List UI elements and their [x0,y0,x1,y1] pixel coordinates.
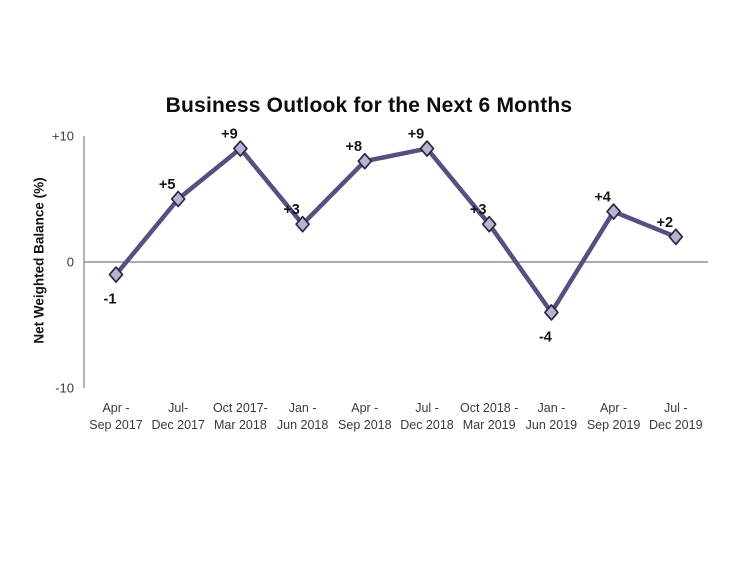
data-point-label: +2 [657,215,674,231]
data-point-label: +9 [221,127,238,143]
data-point-label: +3 [470,202,487,218]
y-tick-label: 0 [67,255,74,270]
y-tick-label: -10 [55,381,74,396]
x-category-label-line1: Apr - [600,401,627,415]
x-category-label-line2: Mar 2019 [463,418,516,432]
data-point-label: +4 [594,190,611,206]
x-category-label-line2: Jun 2019 [526,418,577,432]
x-category-label-line2: Mar 2018 [214,418,267,432]
data-point-marker [295,215,310,233]
data-point-marker [668,228,684,246]
data-point-label: -4 [539,329,552,345]
data-point-label: +9 [408,127,425,143]
data-point-label: +8 [346,139,363,155]
data-point-label: -1 [104,292,117,308]
x-category-label-line1: Apr - [351,401,378,415]
x-category-label-line1: Jan - [538,401,566,415]
x-category-label-line2: Sep 2019 [587,418,641,432]
data-point-marker [481,215,497,233]
data-point-marker [108,266,124,283]
series-line [113,146,679,315]
x-category-label-line2: Jun 2018 [277,418,328,432]
chart-title: Business Outlook for the Next 6 Months [165,94,573,117]
x-category-label-line2: Dec 2017 [151,418,205,432]
data-point-marker [606,203,621,220]
x-category-label-line2: Dec 2019 [649,418,703,432]
y-tick-label: +10 [52,129,74,144]
x-category-label-line1: Oct 2018 - [460,401,518,415]
data-point-marker [419,140,435,157]
x-category-label-line1: Jul - [415,401,439,415]
data-point-marker [170,190,186,208]
x-category-label-line1: Jan - [289,401,317,415]
x-category-label-line2: Dec 2018 [400,418,454,432]
x-category-label-line1: Jul- [168,401,188,415]
x-category-label-line2: Sep 2018 [338,418,392,432]
x-category-label-line1: Apr - [102,401,129,415]
data-point-label: +5 [159,177,176,193]
data-point-marker [544,304,559,321]
data-point-marker [357,152,373,170]
x-category-label-line1: Oct 2017- [213,401,268,415]
x-category-label-line1: Jul - [664,401,688,415]
data-point-marker [233,140,248,157]
x-category-label-line2: Sep 2017 [89,418,143,432]
data-point-label: +3 [283,202,300,218]
